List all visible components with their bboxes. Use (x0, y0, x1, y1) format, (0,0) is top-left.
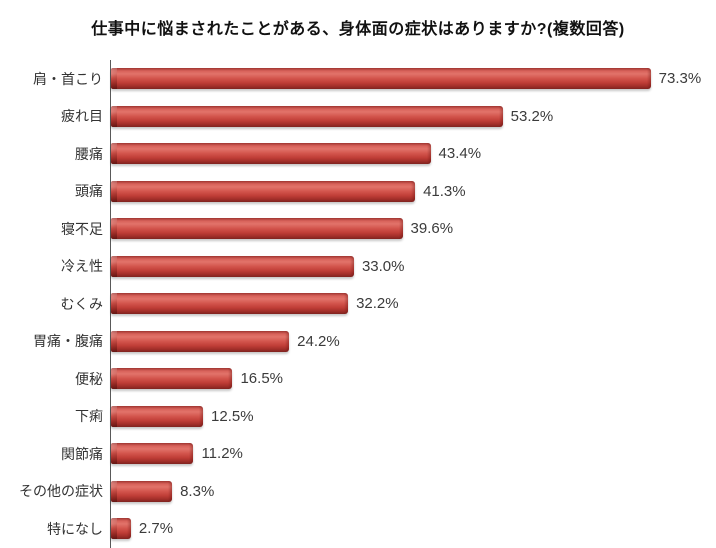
bar (111, 180, 416, 202)
category-label: 肩・首こり (33, 70, 103, 87)
category-label: その他の症状 (19, 483, 103, 500)
category-label: 腰痛 (75, 145, 103, 162)
value-label: 16.5% (240, 370, 284, 388)
category-label: 頭痛 (75, 183, 103, 200)
chart-row: 疲れ目 53.2% (0, 97, 700, 135)
bar (111, 368, 233, 390)
bar-track: 11.2% (110, 435, 700, 473)
bar-track: 32.2% (110, 285, 700, 323)
bar (111, 255, 354, 277)
value-label: 53.2% (510, 107, 554, 125)
bar-track: 12.5% (110, 397, 700, 435)
chart-row: 頭痛 41.3% (0, 172, 700, 210)
value-label: 24.2% (297, 332, 340, 350)
chart-row: むくみ 32.2% (0, 285, 700, 323)
chart-title: 仕事中に悩まされたことがある、身体面の症状はありますか?(複数回答) (91, 21, 625, 38)
chart-row: 便秘 16.5% (0, 360, 700, 398)
bar (111, 518, 131, 540)
bar (111, 293, 349, 315)
bar-track: 33.0% (110, 247, 700, 285)
chart-row: その他の症状 8.3% (0, 472, 700, 510)
chart-row: 肩・首こり 73.3% (0, 60, 702, 98)
bar (111, 443, 194, 465)
category-label: 冷え性 (61, 258, 103, 275)
bar (111, 68, 651, 90)
value-label: 73.3% (658, 70, 702, 88)
value-label: 32.2% (356, 295, 399, 313)
chart-row: 冷え性 33.0% (0, 247, 700, 285)
value-label: 39.6% (410, 220, 454, 238)
bar (111, 405, 204, 427)
bar-track: 39.6% (110, 210, 700, 248)
chart-row: 関節痛 11.2% (0, 435, 700, 473)
chart-row: 下痢 12.5% (0, 397, 700, 435)
bar (111, 105, 503, 127)
category-label: 便秘 (75, 370, 103, 387)
bar (111, 330, 290, 352)
bar-track: 41.3% (110, 172, 700, 210)
category-label: 胃痛・腹痛 (33, 333, 103, 350)
category-label: 疲れ目 (61, 108, 103, 125)
bar (111, 143, 431, 165)
category-label: 下痢 (75, 408, 103, 425)
bar (111, 480, 173, 502)
chart-rows: 肩・首こり 73.3% 疲れ目 53.2% 腰痛 43.4% 頭痛 41.3% 寝不足 39.6%… (0, 60, 716, 548)
value-label: 11.2% (201, 445, 243, 463)
category-label: むくみ (60, 295, 103, 312)
bar-track: 73.3% (110, 60, 702, 98)
category-label: 寝不足 (61, 220, 103, 237)
bar-track: 53.2% (110, 97, 700, 135)
value-label: 2.7% (138, 520, 174, 538)
value-label: 12.5% (211, 407, 254, 425)
bar (111, 218, 403, 240)
chart-row: 寝不足 39.6% (0, 210, 700, 248)
bar-track: 24.2% (110, 322, 700, 360)
chart-row: 特になし 2.7% (0, 510, 700, 548)
value-label: 43.4% (438, 145, 482, 163)
value-label: 41.3% (423, 182, 466, 200)
value-label: 33.0% (361, 257, 405, 275)
bar-track: 16.5% (110, 360, 700, 398)
chart-row: 胃痛・腹痛 24.2% (0, 322, 700, 360)
value-label: 8.3% (180, 482, 215, 500)
chart-row: 腰痛 43.4% (0, 135, 700, 173)
category-label: 関節痛 (61, 445, 103, 462)
category-label: 特になし (47, 520, 103, 537)
bar-track: 8.3% (110, 472, 700, 510)
bar-track: 2.7% (110, 510, 700, 548)
bar-track: 43.4% (110, 135, 700, 173)
